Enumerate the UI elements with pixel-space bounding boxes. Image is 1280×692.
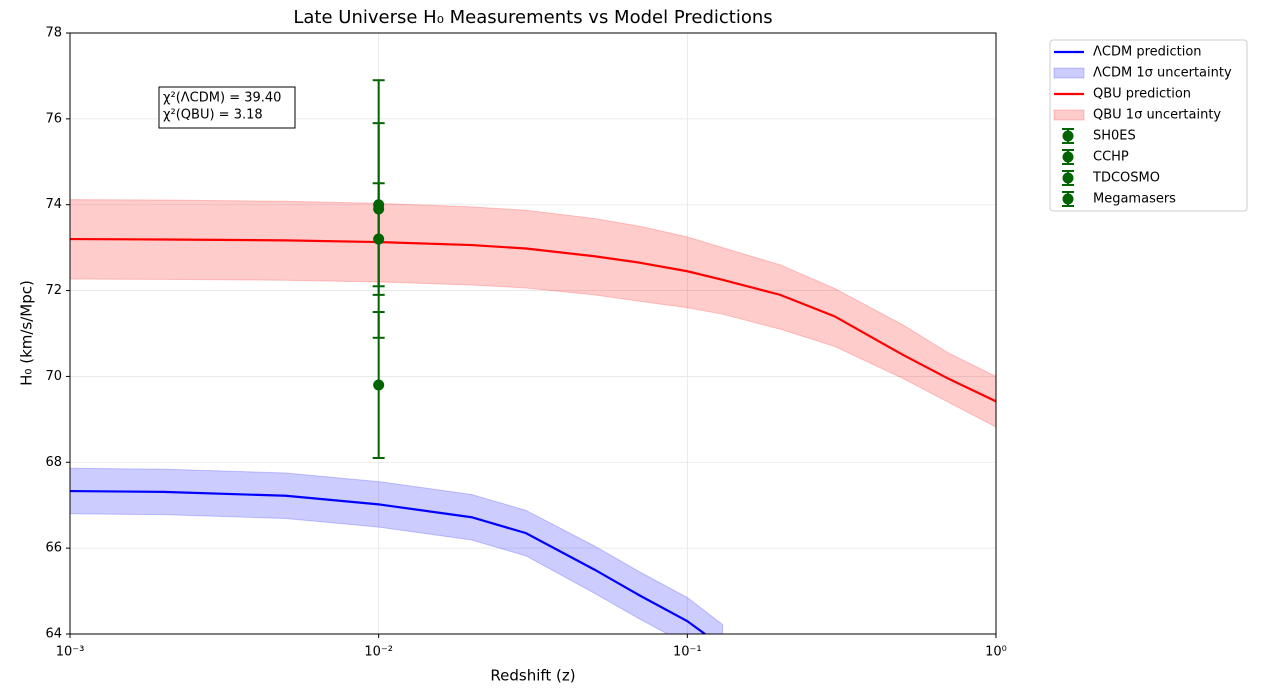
x-tick-label: 10⁻² bbox=[364, 645, 393, 660]
x-axis-label: Redshift (z) bbox=[490, 667, 575, 685]
uncertainty-band bbox=[70, 199, 996, 428]
legend-label: ΛCDM 1σ uncertainty bbox=[1093, 66, 1232, 81]
data-point bbox=[373, 203, 385, 215]
legend-swatch bbox=[1062, 130, 1074, 142]
y-tick-label: 72 bbox=[45, 283, 62, 298]
measurements bbox=[372, 79, 385, 459]
y-tick-label: 76 bbox=[45, 111, 62, 126]
measurement bbox=[372, 79, 385, 339]
y-tick-label: 70 bbox=[45, 369, 62, 384]
y-tick-label: 78 bbox=[45, 26, 62, 41]
y-tick-label: 64 bbox=[45, 627, 62, 642]
annotation-text: χ²(ΛCDM) = 39.40 bbox=[163, 91, 281, 106]
chart-title: Late Universe H₀ Measurements vs Model P… bbox=[293, 7, 772, 28]
legend: ΛCDM prediction ΛCDM 1σ uncertainty QBU pr… bbox=[1049, 39, 1248, 212]
plot-area bbox=[70, 199, 996, 634]
annotation-text: χ²(QBU) = 3.18 bbox=[163, 108, 263, 123]
annotation: χ²(ΛCDM) = 39.40 χ²(QBU) = 3.18 bbox=[158, 86, 296, 129]
y-tick-label: 68 bbox=[45, 455, 62, 470]
model-line bbox=[70, 489, 707, 634]
data-point bbox=[373, 379, 385, 391]
annotation-box bbox=[158, 86, 296, 129]
legend-label: SH0ES bbox=[1093, 129, 1136, 144]
legend-label: ΛCDM prediction bbox=[1093, 45, 1202, 60]
legend-label: Megamasers bbox=[1093, 192, 1176, 207]
x-tick-label: 10⁻³ bbox=[56, 645, 85, 660]
x-tick-label: 10⁰ bbox=[985, 645, 1007, 660]
axes: 64 66 68 70 72 74 76 78 10⁻³ 10⁻² 10⁻¹ 10⁰ bbox=[45, 26, 1006, 660]
model-line bbox=[70, 237, 996, 403]
legend-swatch bbox=[1062, 151, 1074, 163]
y-tick-label: 66 bbox=[45, 541, 62, 556]
legend-swatch bbox=[1062, 172, 1074, 184]
uncertainty-band bbox=[70, 467, 724, 634]
legend-swatch bbox=[1062, 193, 1074, 205]
legend-label: CCHP bbox=[1093, 150, 1129, 165]
legend-label: QBU prediction bbox=[1093, 87, 1191, 102]
legend-label: QBU 1σ uncertainty bbox=[1093, 108, 1221, 123]
x-tick-label: 10⁻¹ bbox=[673, 645, 702, 660]
legend-label: TDCOSMO bbox=[1092, 171, 1160, 186]
axes-frame bbox=[69, 32, 997, 635]
y-tick-label: 74 bbox=[45, 197, 62, 212]
legend-swatch bbox=[1053, 67, 1085, 79]
y-axis-label: H₀ (km/s/Mpc) bbox=[18, 280, 36, 386]
legend-box bbox=[1049, 39, 1248, 212]
legend-swatch bbox=[1053, 109, 1085, 121]
